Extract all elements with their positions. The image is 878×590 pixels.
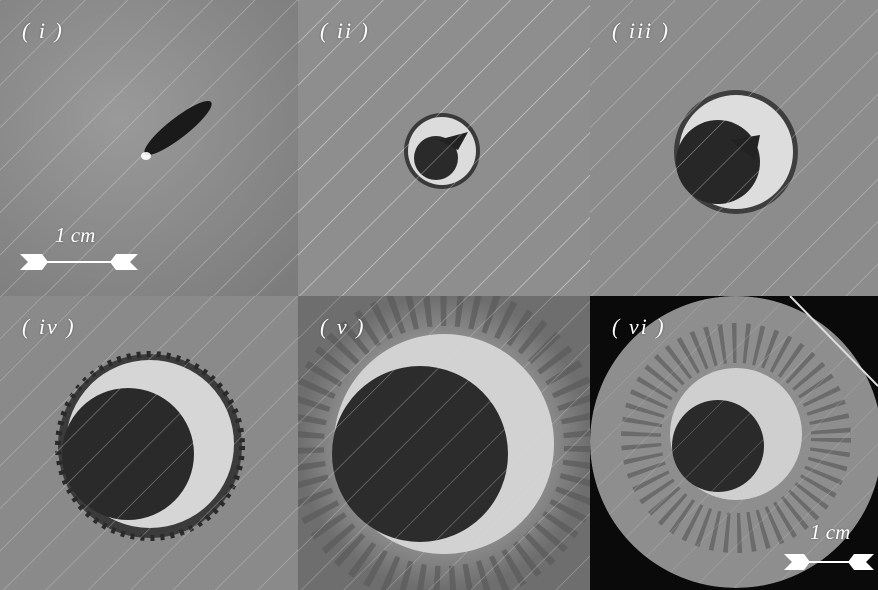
panel-i: ( i ) 1 cm [0,0,298,296]
panel-iv: ( iv ) [0,296,298,590]
panel-v: ( v ) [298,296,590,590]
panel-label-iv: ( iv ) [22,314,76,339]
panel-label-vi: ( vi ) [612,314,666,339]
panel-ii: ( ii ) [298,0,590,296]
scale-bar-label: 1 cm [810,520,851,544]
scale-bar [784,554,874,570]
panel-vi: ( vi ) 1 cm [590,296,878,590]
panel-label-ii: ( ii ) [320,18,370,43]
projectile [144,100,212,156]
panel-label-i: ( i ) [22,18,64,43]
panel-label-v: ( v ) [320,314,366,339]
panel-v-image [298,296,590,590]
scale-bar [20,254,138,270]
panel-i-image [0,0,298,296]
panel-iii-image [590,0,878,296]
panel-iv-image [0,296,298,590]
panel-vi-image [590,296,878,590]
panel-ii-image [298,0,590,296]
scale-bar-label: 1 cm [55,223,96,247]
panel-label-iii: ( iii ) [612,18,670,43]
panel-iii: ( iii ) [590,0,878,296]
